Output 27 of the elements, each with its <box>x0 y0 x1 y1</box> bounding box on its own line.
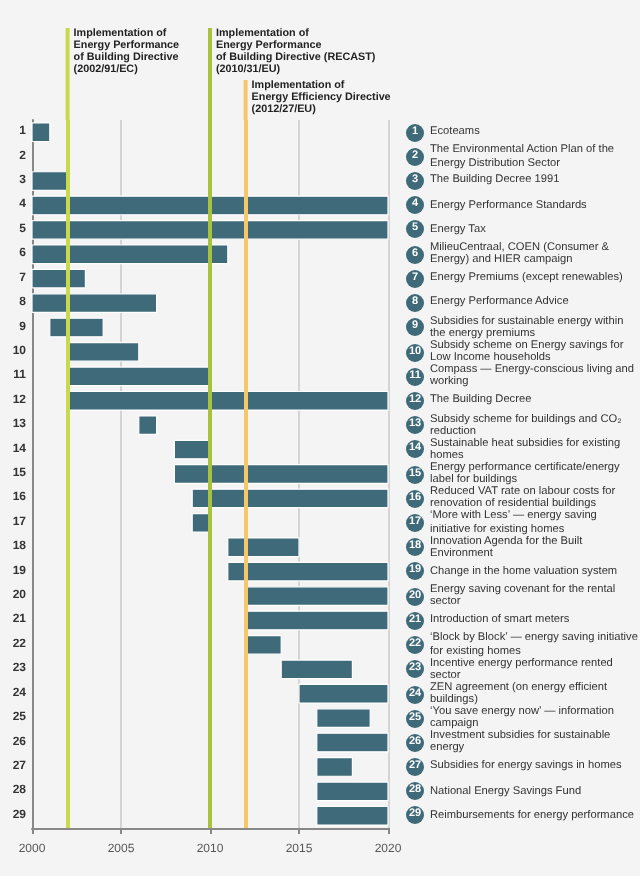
bar <box>316 805 389 826</box>
bar <box>316 757 353 777</box>
bar <box>31 244 229 265</box>
bar <box>173 439 211 460</box>
bar <box>138 415 158 436</box>
bar <box>191 488 389 509</box>
bar <box>245 610 389 631</box>
bar <box>298 683 389 704</box>
bar <box>316 708 371 729</box>
bar <box>31 171 69 191</box>
bar <box>31 293 158 313</box>
bar <box>245 635 282 655</box>
bar <box>316 781 389 802</box>
bar <box>31 122 51 143</box>
bar <box>227 537 300 558</box>
bar <box>67 390 389 411</box>
bar <box>49 317 104 338</box>
bar <box>31 268 86 289</box>
bar <box>316 732 389 753</box>
bar <box>280 659 353 680</box>
bar <box>245 586 389 606</box>
bar <box>67 342 140 362</box>
bar <box>227 561 389 582</box>
bar <box>31 219 389 240</box>
bar <box>67 366 211 387</box>
bar <box>31 195 389 216</box>
bar <box>173 464 389 484</box>
